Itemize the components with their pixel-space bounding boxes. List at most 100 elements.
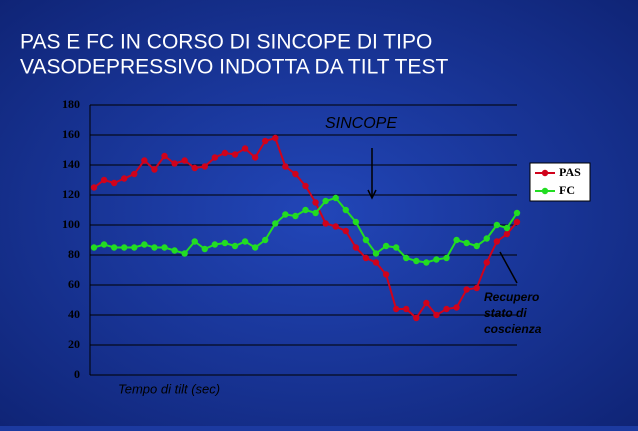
arrow-head	[367, 189, 377, 200]
y-tick-label: 120	[62, 187, 80, 201]
data-point	[312, 199, 319, 206]
legend-label: FC	[559, 183, 575, 197]
data-point	[423, 259, 430, 266]
data-point	[483, 235, 490, 242]
y-tick-label: 60	[68, 277, 80, 291]
data-point	[342, 206, 349, 214]
data-point	[262, 137, 269, 145]
data-point	[241, 238, 249, 245]
data-point	[362, 254, 370, 262]
annotation: coscienza	[484, 322, 542, 336]
data-point	[221, 239, 229, 247]
data-point	[121, 244, 128, 251]
data-point	[392, 244, 400, 251]
data-point	[342, 227, 349, 235]
data-point	[302, 182, 309, 190]
data-point	[110, 179, 118, 187]
data-point	[90, 244, 98, 251]
data-point	[211, 154, 219, 161]
data-point	[453, 304, 460, 311]
data-point	[403, 254, 410, 262]
y-tick-label: 80	[68, 247, 80, 261]
data-point	[181, 250, 188, 257]
y-tick-label: 180	[62, 97, 80, 111]
y-tick-label: 0	[74, 367, 80, 381]
data-point	[322, 197, 329, 205]
data-point	[322, 220, 329, 227]
data-point	[302, 206, 309, 214]
data-point	[292, 212, 299, 220]
data-point	[171, 160, 178, 167]
data-point	[453, 236, 460, 244]
data-point	[493, 221, 501, 229]
data-point	[493, 238, 501, 245]
data-point	[352, 244, 360, 251]
data-point	[272, 220, 279, 227]
data-point	[473, 284, 480, 292]
data-point	[211, 241, 219, 248]
data-point	[513, 218, 521, 226]
data-point	[131, 170, 138, 178]
data-point	[443, 305, 450, 313]
y-tick-label: 140	[62, 157, 80, 171]
data-point	[382, 271, 390, 278]
data-point	[282, 211, 289, 218]
data-point	[90, 184, 98, 191]
data-point	[352, 218, 360, 226]
data-point	[292, 170, 299, 178]
x-axis-title: Tempo di tilt (sec)	[118, 381, 220, 396]
data-point	[312, 209, 319, 217]
data-point	[473, 242, 480, 250]
arrow	[499, 251, 518, 284]
data-point	[262, 236, 269, 244]
data-point	[251, 154, 259, 161]
y-tick-label: 160	[62, 127, 80, 141]
data-point	[151, 166, 158, 173]
data-point	[121, 175, 128, 182]
chart-title: PAS E FC IN CORSO DI SINCOPE DI TIPO	[20, 31, 432, 54]
data-point	[392, 305, 400, 313]
data-point	[131, 244, 138, 251]
data-point	[433, 256, 440, 263]
data-point	[201, 163, 208, 170]
data-point	[100, 241, 108, 248]
data-point	[231, 151, 239, 158]
data-point	[231, 242, 239, 250]
y-tick-label: 20	[68, 337, 80, 351]
data-point	[100, 176, 108, 184]
data-point	[282, 163, 289, 170]
data-point	[413, 314, 420, 322]
data-point	[161, 244, 168, 251]
legend-label: PAS	[559, 165, 581, 179]
chart-title: VASODEPRESSIVO INDOTTA DA TILT TEST	[20, 56, 448, 79]
data-point	[151, 244, 158, 251]
data-point	[372, 259, 380, 266]
data-point	[483, 259, 490, 266]
data-point	[251, 244, 259, 251]
data-point	[241, 145, 249, 152]
annotation: Recupero	[484, 290, 539, 304]
annotation: SINCOPE	[325, 115, 397, 132]
data-point	[201, 245, 208, 253]
data-point	[362, 236, 370, 244]
data-point	[141, 157, 148, 164]
legend-box	[529, 162, 591, 202]
data-point	[413, 257, 420, 265]
data-point	[332, 223, 339, 230]
data-point	[171, 247, 178, 254]
data-point	[110, 244, 118, 251]
data-point	[141, 241, 148, 248]
data-point	[433, 311, 440, 319]
legend-marker	[541, 169, 549, 177]
data-point	[403, 305, 410, 313]
data-point	[463, 286, 470, 293]
data-point	[161, 152, 168, 160]
data-point	[503, 230, 511, 238]
data-point	[382, 242, 390, 250]
data-point	[191, 164, 198, 172]
legend-marker	[541, 187, 549, 195]
y-tick-label: 40	[68, 307, 80, 321]
data-point	[463, 239, 470, 247]
